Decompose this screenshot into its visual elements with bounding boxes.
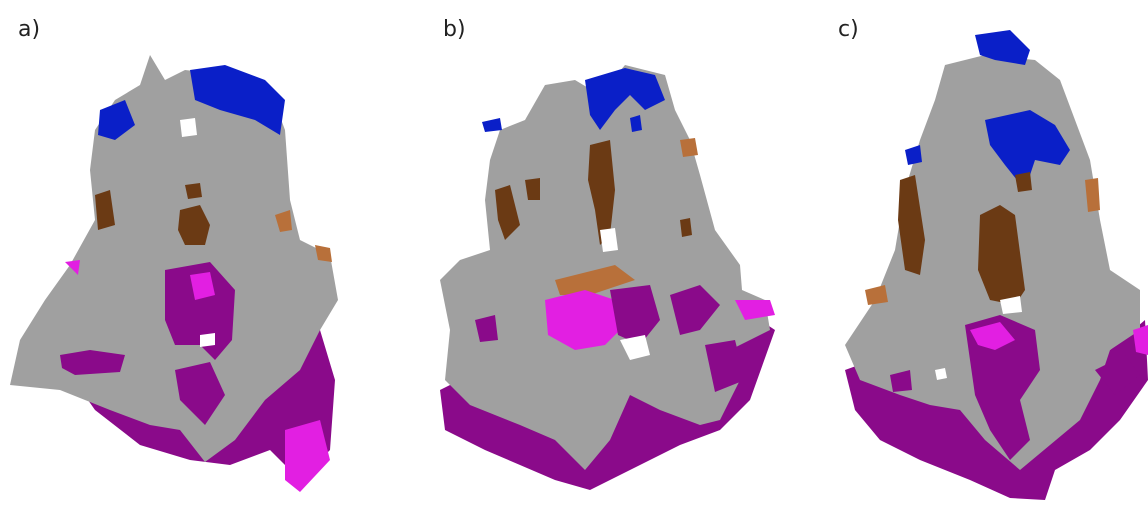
panel-label: c) xyxy=(838,17,859,42)
page: a) b) c) (() => { const data = JSON.pars… xyxy=(0,0,1148,515)
panel-label: a) xyxy=(18,17,40,42)
panel-a: a) xyxy=(10,17,338,492)
panel-c: c) xyxy=(838,17,1148,500)
panel-label: b) xyxy=(443,17,466,42)
panel-b: b) xyxy=(440,17,775,490)
figure: a) b) c) xyxy=(0,0,1148,515)
